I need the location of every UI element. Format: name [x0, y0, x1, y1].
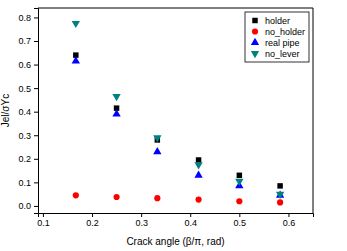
- point: [277, 183, 282, 188]
- series: [73, 192, 283, 205]
- tick-mark: [34, 17, 38, 18]
- tick-label: 0.5: [18, 83, 31, 93]
- tick: 0.2: [86, 213, 99, 228]
- tick: 0.5: [18, 83, 38, 93]
- point: [237, 173, 242, 178]
- series: [72, 56, 285, 198]
- legend-label: holder: [265, 16, 290, 26]
- axis-line: [39, 214, 314, 218]
- point: [72, 56, 80, 63]
- tick-label: 0.3: [135, 218, 148, 228]
- tick-label: 0.6: [283, 218, 296, 228]
- tick-mark: [34, 112, 38, 113]
- tick: 0.2: [18, 154, 38, 164]
- point: [153, 135, 161, 142]
- tick: 0.3: [135, 213, 148, 228]
- point: [235, 179, 243, 186]
- tick-mark: [190, 213, 191, 217]
- tick: 0.4: [184, 213, 197, 228]
- series: [73, 52, 283, 188]
- legend: holderno_holderreal pipeno_lever: [245, 12, 309, 62]
- tick: 0.7: [18, 36, 38, 46]
- point: [154, 195, 160, 201]
- tick-label: 0.3: [18, 131, 31, 141]
- tick-mark: [239, 213, 240, 217]
- point: [196, 157, 201, 162]
- tick-mark: [92, 213, 93, 217]
- point: [195, 196, 201, 202]
- y-axis: 0.0 0.1 0.2 0.3 0.4 0.5 0.6 0.7 0.8: [18, 9, 38, 214]
- point: [276, 192, 284, 199]
- frame: [313, 8, 314, 213]
- tick-mark: [43, 213, 44, 217]
- tick-label: 0.4: [18, 107, 31, 117]
- x-axis-title: Crack angle (β/π, rad): [126, 236, 224, 247]
- tick: 0.5: [234, 213, 247, 228]
- tick-label: 0.5: [234, 218, 247, 228]
- tick-mark: [34, 182, 38, 183]
- tick-mark: [34, 65, 38, 66]
- point: [73, 192, 79, 198]
- legend-label: real pipe: [265, 38, 300, 48]
- tick-label: 0.1: [37, 218, 50, 228]
- plot-area: 0.10.20.30.40.50.60.00.10.20.30.40.50.60…: [18, 8, 313, 228]
- tick: 0.8: [18, 13, 38, 23]
- tick-label: 0.6: [18, 60, 31, 70]
- tick-label: 0.1: [18, 178, 31, 188]
- tick-label: 0.4: [184, 218, 197, 228]
- legend-marker: [252, 18, 257, 23]
- tick: 0.4: [18, 107, 38, 117]
- point: [112, 109, 120, 116]
- tick-mark: [34, 135, 38, 136]
- legend-label: no_holder: [265, 27, 305, 37]
- tick: 0.1: [18, 178, 38, 188]
- point: [153, 147, 161, 154]
- point: [194, 170, 202, 177]
- tick-label: 0.8: [18, 13, 31, 23]
- tick: 0.3: [18, 131, 38, 141]
- point: [277, 199, 283, 205]
- tick: 0.0: [18, 201, 38, 211]
- tick-label: 0.2: [18, 154, 31, 164]
- tick-mark: [34, 88, 38, 89]
- legend-label: no_lever: [265, 49, 300, 59]
- legend-marker: [252, 28, 258, 34]
- legend-box: [245, 12, 309, 62]
- tick-label: 0.2: [86, 218, 99, 228]
- point: [112, 94, 120, 101]
- tick-label: 0.0: [18, 201, 31, 211]
- tick-mark: [288, 213, 289, 217]
- point: [113, 194, 119, 200]
- tick-label: 0.7: [18, 36, 31, 46]
- chart: 0.10.20.30.40.50.60.00.10.20.30.40.50.60…: [0, 0, 347, 251]
- point: [72, 21, 80, 28]
- tick-mark: [34, 206, 38, 207]
- y-axis-title: Jel/σYc: [0, 94, 11, 127]
- legend-marker: [251, 38, 259, 45]
- tick: 0.1: [37, 213, 50, 228]
- frame: [38, 8, 313, 9]
- point: [236, 198, 242, 204]
- axis-line: [34, 9, 39, 214]
- tick-mark: [34, 159, 38, 160]
- tick: 0.6: [283, 213, 296, 228]
- tick: 0.6: [18, 60, 38, 70]
- x-axis: 0.1 0.2 0.3 0.4 0.5 0.6: [37, 213, 313, 228]
- tick-mark: [141, 213, 142, 217]
- tick-mark: [34, 41, 38, 42]
- point: [194, 162, 202, 169]
- legend-marker: [251, 51, 259, 58]
